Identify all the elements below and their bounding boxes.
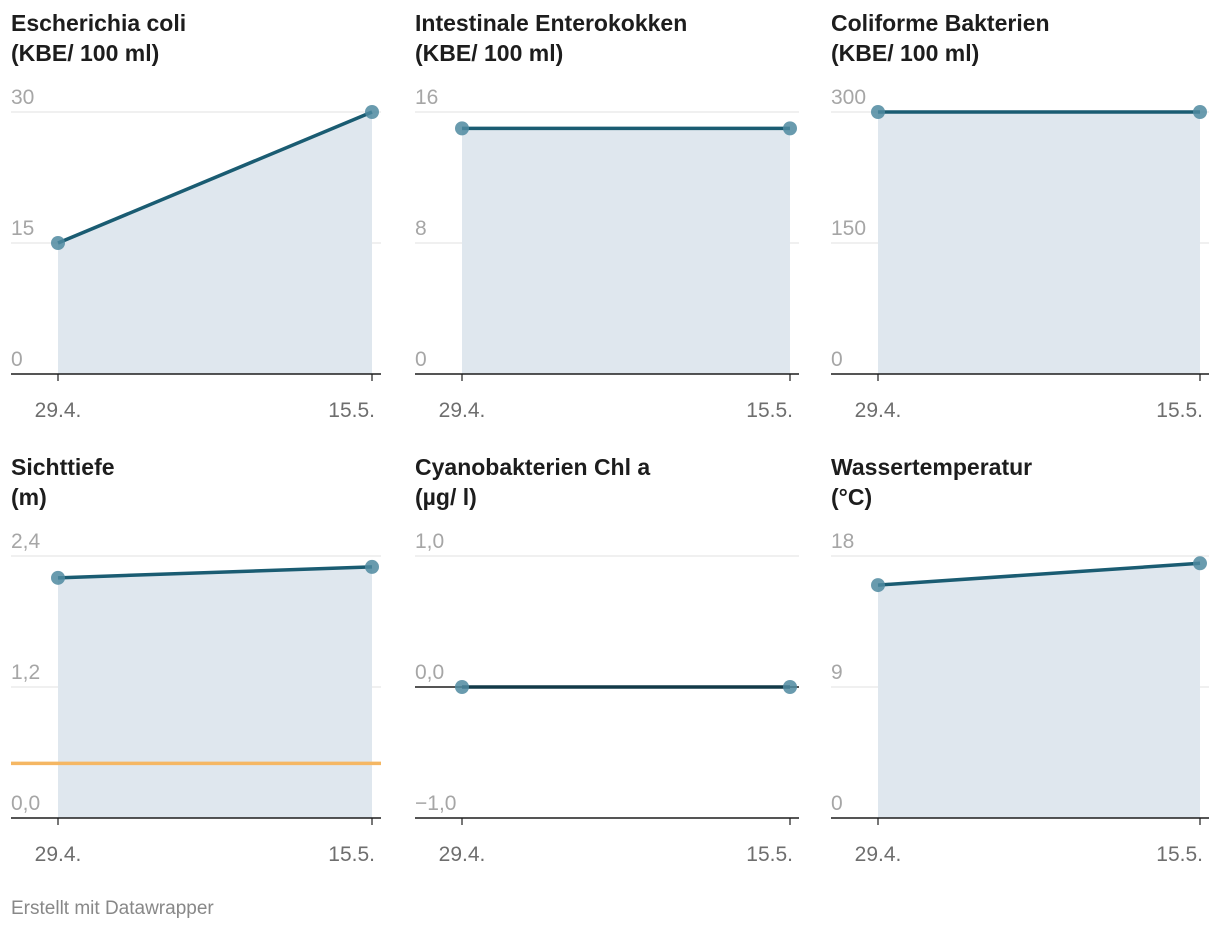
x-tick-label: 15.5. [328, 843, 375, 866]
series-line [57, 565, 373, 580]
y-tick-label: −1,0 [415, 792, 456, 815]
data-point [871, 578, 885, 593]
data-point [51, 236, 65, 250]
data-point [455, 680, 469, 694]
y-tick-label: 16 [415, 86, 438, 109]
x-tick-label: 29.4. [855, 399, 902, 422]
series-line [57, 110, 373, 245]
data-point [365, 559, 379, 574]
y-tick-label: 150 [831, 217, 866, 240]
y-tick-label: 30 [11, 86, 34, 109]
x-tick-label: 15.5. [746, 843, 793, 866]
chart-title: Escherichia coli (KBE/ 100 ml) [11, 10, 187, 66]
area-fill [878, 563, 1200, 818]
data-point [1193, 105, 1207, 119]
data-point [783, 680, 797, 694]
area-fill [58, 566, 372, 818]
chart-title: Wassertemperatur (°C) [831, 454, 1033, 510]
x-tick-label: 29.4. [35, 843, 82, 866]
chart-title: Cyanobakterien Chl a (µg/ l) [415, 454, 651, 510]
data-point [871, 105, 885, 119]
y-tick-label: 18 [831, 530, 854, 553]
chart-panel-3: Coliforme Bakterien (KBE/ 100 ml) 0 150 300… [831, 0, 1220, 422]
data-point [51, 570, 65, 585]
chart-plot: 0 8 16 29.4. 15.5. [415, 86, 799, 422]
y-tick-label: 2,4 [11, 530, 41, 553]
chart-plot: 0,0 1,2 2,4 29.4. 15.5. [11, 530, 381, 866]
y-tick-label: 0 [831, 348, 843, 371]
x-tick-label: 29.4. [439, 399, 486, 422]
chart-panel-6: Wassertemperatur (°C) 0 9 18 29.4. 15.5. [831, 444, 1220, 866]
series-line [877, 561, 1201, 587]
y-tick-label: 8 [415, 217, 427, 240]
data-point [1193, 556, 1207, 571]
chart-title: Coliforme Bakterien (KBE/ 100 ml) [831, 10, 1050, 66]
x-tick-label: 15.5. [1156, 399, 1203, 422]
area-fill [462, 128, 790, 374]
area-fill [878, 112, 1200, 374]
y-tick-label: 0,0 [11, 792, 40, 815]
chart-plot: 0 9 18 29.4. 15.5. [831, 530, 1209, 866]
x-tick-label: 15.5. [746, 399, 793, 422]
x-tick-label: 29.4. [855, 843, 902, 866]
x-tick-label: 15.5. [328, 399, 375, 422]
y-tick-label: 0 [831, 792, 843, 815]
chart-plot: 0 150 300 29.4. 15.5. [831, 86, 1209, 422]
data-point [365, 105, 379, 119]
footer-credit: Erstellt mit Datawrapper [11, 898, 214, 919]
y-tick-label: 300 [831, 86, 866, 109]
y-tick-label: 0 [415, 348, 427, 371]
chart-panel-5: Cyanobakterien Chl a (µg/ l) −1,0 0,0 1,0 29… [415, 444, 810, 866]
chart-plot: −1,0 0,0 1,0 29.4. 15.5. [415, 530, 799, 866]
chart-title: Intestinale Enterokokken (KBE/ 100 ml) [415, 10, 688, 66]
y-tick-label: 1,0 [415, 530, 444, 553]
y-tick-label: 1,2 [11, 661, 40, 684]
chart-title: Sichttiefe (m) [11, 454, 115, 510]
x-tick-label: 29.4. [35, 399, 82, 422]
chart-panel-4: Sichttiefe (m) 0,0 1,2 2,4 29.4. 15.5. [11, 444, 406, 866]
chart-panel-1: Escherichia coli (KBE/ 100 ml) 0 15 30 29.4.… [11, 0, 406, 422]
chart-plot: 0 15 30 29.4. 15.5. [11, 86, 381, 422]
y-tick-label: 0,0 [415, 661, 444, 684]
x-tick-label: 15.5. [1156, 843, 1203, 866]
x-tick-label: 29.4. [439, 843, 486, 866]
y-tick-label: 15 [11, 217, 34, 240]
y-tick-label: 9 [831, 661, 843, 684]
data-point [455, 121, 469, 136]
area-fill [58, 112, 372, 374]
data-point [783, 121, 797, 136]
y-tick-label: 0 [11, 348, 23, 371]
chart-panel-2: Intestinale Enterokokken (KBE/ 100 ml) 0 8… [415, 0, 810, 422]
